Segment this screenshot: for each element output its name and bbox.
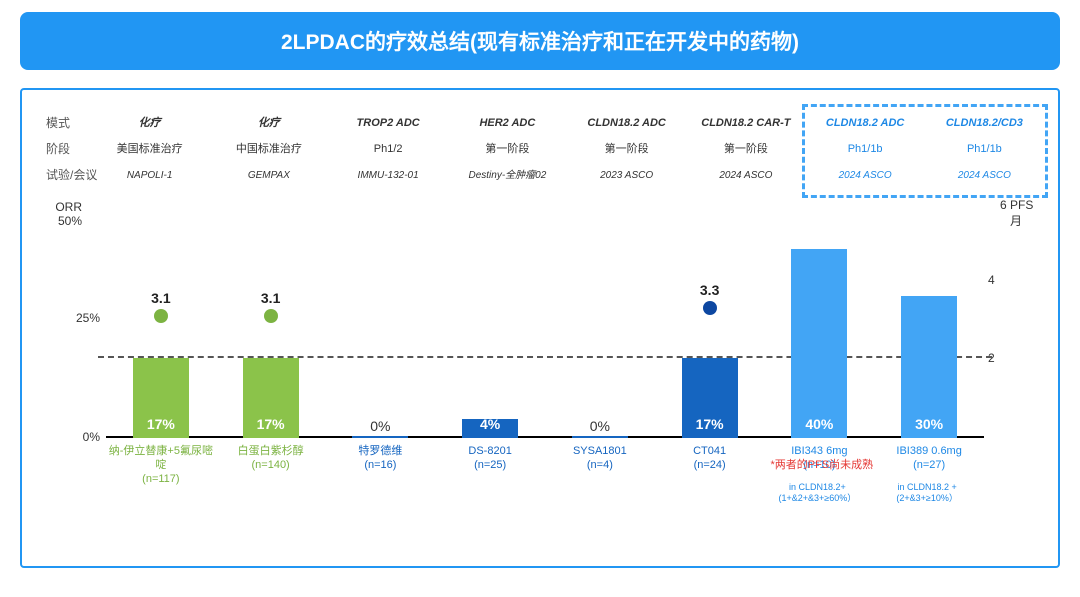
header-col-7: CLDN18.2/CD3Ph1/1b2024 ASCO [925,110,1044,188]
pfs-value: 3.1 [261,290,280,306]
header-col-0: 化疗美国标准治疗NAPOLI-1 [90,110,209,188]
pfs-dot [264,309,278,323]
orr-value: 17% [696,416,724,432]
orr-value: 4% [480,416,500,432]
col-trial: 2024 ASCO [808,162,923,188]
x-label-0: 纳-伊立替康+5氟尿嘧啶(n=117) [106,440,216,502]
col-stage: 第一阶段 [688,136,803,162]
y-right-name: 6 PFS 月 [1000,198,1033,229]
plot-area: 17% 3.1 17% 3.1 0% 4% 0% 17% 3.3 40% 30% [106,202,984,438]
header-col-2: TROP2 ADCPh1/2IMMU-132-01 [329,110,448,188]
col-stage: 美国标准治疗 [92,136,207,162]
orr-bar: 0% [352,436,408,438]
orr-value: 0% [590,418,610,434]
orr-value: 17% [257,416,285,432]
page-title: 2LPDAC的疗效总结(现有标准治疗和正在开发中的药物) [20,12,1060,70]
bar-cell-5: 17% 3.3 [655,202,765,438]
col-stage: 中国标准治疗 [211,136,326,162]
chart-panel: 模式 阶段 试验/会议 化疗美国标准治疗NAPOLI-1化疗中国标准治疗GEMP… [20,88,1060,568]
pfs-dot [154,309,168,323]
col-trial: 2023 ASCO [569,162,684,188]
col-mode: CLDN18.2 ADC [808,110,923,136]
col-trial: 2024 ASCO [688,162,803,188]
col-mode: 化疗 [211,110,326,136]
col-stage: Ph1/2 [331,136,446,162]
bar-cell-6: 40% [765,202,875,438]
pfs-dot [703,301,717,315]
col-trial: 2024 ASCO [927,162,1042,188]
col-stage: Ph1/1b [808,136,923,162]
col-mode: CLDN18.2/CD3 [927,110,1042,136]
y-axis-left: ORR 50% 25% 0% [40,202,100,438]
orr-bar: 4% [462,419,518,438]
combo-chart: ORR 50% 25% 0% 6 PFS 月 4 2 17%3.117%3.10… [46,202,1034,502]
pfs-value: 3.1 [151,290,170,306]
y-left-0: 0% [83,430,100,444]
col-trial: IMMU-132-01 [331,162,446,188]
orr-bar: 17% [682,358,738,438]
x-label-4: SYSA1801(n=4) [545,440,655,502]
x-label-3: DS-8201(n=25) [435,440,545,502]
orr-value: 40% [805,416,833,432]
bar-cell-4: 0% [545,202,655,438]
header-col-4: CLDN18.2 ADC第一阶段2023 ASCO [567,110,686,188]
orr-value: 17% [147,416,175,432]
col-mode: 化疗 [92,110,207,136]
col-trial: NAPOLI-1 [92,162,207,188]
col-mode: TROP2 ADC [331,110,446,136]
header-col-5: CLDN18.2 CAR-T第一阶段2024 ASCO [686,110,805,188]
pfs-immature-note: *两者的PFS尚未成熟 [771,456,874,472]
header-col-6: CLDN18.2 ADCPh1/1b2024 ASCO [806,110,925,188]
x-label-1: 白蛋白紫杉醇(n=140) [216,440,326,502]
orr-bar: 30% [901,296,957,438]
col-mode: HER2 ADC [450,110,565,136]
col-stage: Ph1/1b [927,136,1042,162]
header-col-1: 化疗中国标准治疗GEMPAX [209,110,328,188]
bar-cell-0: 17% 3.1 [106,202,216,438]
y-left-25: 25% [76,311,100,325]
orr-bar: 17% [133,358,189,438]
header-col-3: HER2 ADC第一阶段Destiny-全肿瘤02 [448,110,567,188]
pfs-value: 3.3 [700,282,719,298]
col-mode: CLDN18.2 CAR-T [688,110,803,136]
col-stage: 第一阶段 [569,136,684,162]
col-stage: 第一阶段 [450,136,565,162]
cldn-subnote-1: in CLDN18.2 +(2+&3+≥10%） [862,482,992,504]
col-trial: GEMPAX [211,162,326,188]
bar-cell-1: 17% 3.1 [216,202,326,438]
orr-bar: 40% [791,249,847,438]
y-left-name: ORR 50% [40,200,82,228]
y-axis-right: 6 PFS 月 4 2 [988,202,1048,438]
col-trial: Destiny-全肿瘤02 [450,162,565,188]
y-right-4: 4 [988,273,995,287]
x-label-2: 特罗德维(n=16) [326,440,436,502]
header-table: 模式 阶段 试验/会议 化疗美国标准治疗NAPOLI-1化疗中国标准治疗GEMP… [46,110,1034,192]
bar-cell-3: 4% [435,202,545,438]
orr-value: 30% [915,416,943,432]
orr-bar: 17% [243,358,299,438]
bar-cell-7: 30% [874,202,984,438]
orr-value: 0% [370,418,390,434]
orr-bar: 0% [572,436,628,438]
col-mode: CLDN18.2 ADC [569,110,684,136]
bar-cell-2: 0% [326,202,436,438]
x-label-5: CT041(n=24) [655,440,765,502]
